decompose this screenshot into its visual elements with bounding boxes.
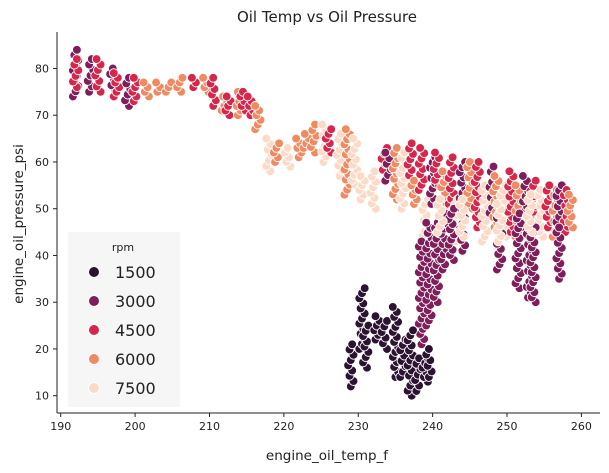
scatter-point [511,181,520,190]
legend-label: 1500 [115,263,156,282]
scatter-point [283,144,292,153]
scatter-point [531,176,540,185]
x-tick-label: 240 [422,420,443,433]
scatter-point [505,167,514,176]
scatter-point [327,125,336,134]
y-axis-label: engine_oil_pressure_psi [11,144,27,304]
y-tick-label: 60 [35,156,49,169]
scatter-point [489,162,498,171]
x-tick-label: 210 [199,420,220,433]
scatter-point [371,312,380,321]
x-tick-label: 200 [125,420,146,433]
scatter-point [318,120,327,129]
scatter-point [341,125,350,134]
scatter-point [555,223,564,232]
scatter-point [526,190,535,199]
scatter-point [458,195,467,204]
legend-marker [89,325,100,336]
scatter-point [360,284,369,293]
scatter-point [416,144,425,153]
scatter-point [73,55,82,64]
scatter-point [349,134,358,143]
y-tick-label: 50 [35,203,49,216]
x-tick-label: 260 [571,420,592,433]
scatter-point [381,148,390,157]
legend-marker [89,296,100,307]
scatter-point [292,134,301,143]
scatter-point [243,92,252,101]
y-tick-label: 70 [35,109,49,122]
scatter-point [139,78,148,87]
scatter-point [129,73,138,82]
scatter-point [356,172,365,181]
scatter-point [188,73,197,82]
scatter-point [73,45,82,54]
y-tick-label: 80 [35,62,49,75]
scatter-point [519,172,528,181]
scatter-point [409,326,418,335]
legend-marker [89,354,100,365]
scatter-point [493,200,502,209]
y-tick-label: 20 [35,343,49,356]
scatter-point [422,218,431,227]
scatter-point [370,167,379,176]
scatter-point [474,158,483,167]
y-tick-label: 30 [35,296,49,309]
y-tick-label: 40 [35,249,49,262]
scatter-point [388,303,397,312]
scatter-point [425,345,434,354]
chart-title: Oil Temp vs Oil Pressure [237,8,417,26]
legend-label: 4500 [115,321,156,340]
scatter-point [92,55,101,64]
scatter-point [209,73,218,82]
scatter-point [407,139,416,148]
x-tick-label: 250 [497,420,518,433]
scatter-point [222,92,231,101]
scatter-point [431,148,440,157]
x-axis-label: engine_oil_temp_f [266,448,389,464]
scatter-point [152,78,161,87]
legend-marker [89,267,100,278]
x-ticks: 190 200 210 220 230 240 250 260 [50,413,592,433]
scatter-point [275,139,284,148]
x-tick-label: 230 [348,420,369,433]
scatter-point [178,73,187,82]
y-tick-label: 10 [35,390,49,403]
scatter-point [490,172,499,181]
x-tick-label: 220 [273,420,294,433]
scatter-point [436,195,445,204]
x-tick-label: 190 [50,420,71,433]
legend-label: 3000 [115,292,156,311]
scatter-point [262,134,271,143]
scatter-point [109,69,118,78]
scatter-point [251,102,260,111]
legend-label: 6000 [115,350,156,369]
legend-title: rpm [112,241,134,254]
legend: rpm 1500 3000 4500 6000 7500 [68,232,180,407]
y-ticks: 10 20 30 40 50 60 70 80 [35,62,57,402]
scatter-point [199,73,208,82]
legend-marker [89,383,100,394]
scatter-point [565,190,574,199]
scatter-point [448,153,457,162]
legend-label: 7500 [115,379,156,398]
